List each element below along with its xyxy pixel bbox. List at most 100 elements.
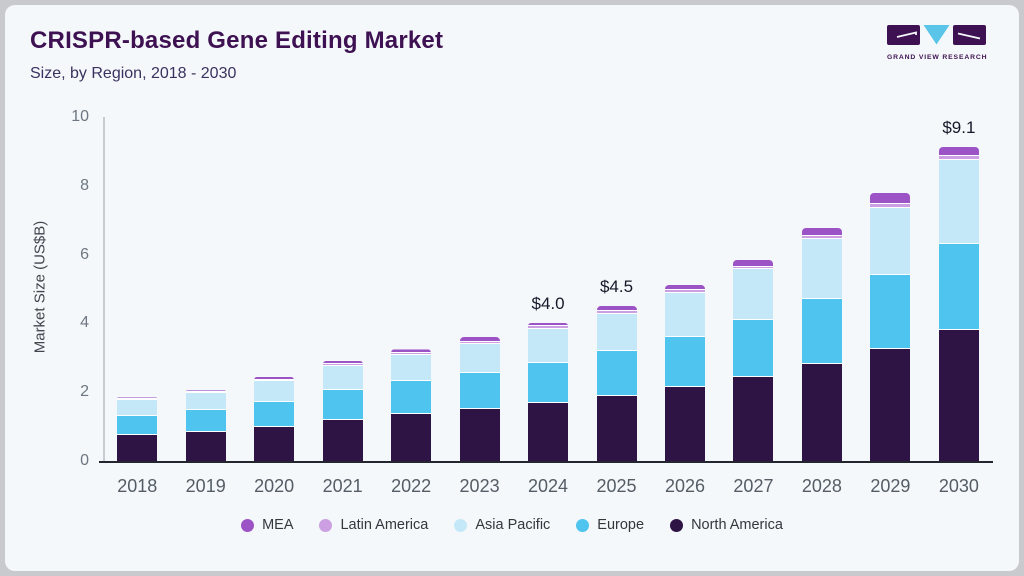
bar-segment-north-america [801, 363, 842, 461]
bar-segment-latin-america [938, 155, 979, 161]
bar-segment-latin-america [459, 341, 500, 344]
gvr-logo: GRAND VIEW RESEARCH [887, 25, 987, 61]
x-axis-label-2026: 2026 [664, 476, 705, 496]
bar-2023 [459, 336, 500, 461]
bar-segment-asia-pacific [254, 381, 295, 402]
bar-value-label-2025: $4.5 [599, 277, 634, 297]
bar-segment-asia-pacific [938, 160, 979, 245]
bar-2018 [117, 397, 158, 461]
legend-label-asia-pacific: Asia Pacific [475, 517, 551, 533]
bar-segment-asia-pacific [459, 343, 500, 373]
x-axis-label-2023: 2023 [459, 476, 500, 496]
x-axis-label-2028: 2028 [801, 476, 842, 496]
bar-segment-europe [596, 350, 637, 396]
bar-segment-north-america [596, 395, 637, 461]
bar-segment-mea [733, 259, 774, 267]
bar-segment-asia-pacific [117, 399, 158, 416]
bar-segment-north-america [117, 434, 158, 461]
gvr-logo-mark [887, 25, 986, 45]
x-axis-label-2019: 2019 [185, 476, 226, 496]
bar-2021 [322, 360, 363, 461]
bar-segment-mea [254, 377, 295, 380]
bar-segment-north-america [870, 349, 911, 461]
bar-segment-north-america [322, 419, 363, 461]
bar-segment-europe [938, 244, 979, 331]
bar-segment-europe [528, 362, 569, 403]
bar-segment-latin-america [254, 379, 295, 382]
bar-segment-mea [801, 228, 842, 237]
legend-dot-mea [241, 518, 255, 532]
bar-segment-mea [117, 397, 158, 399]
bar-segment-north-america [938, 330, 979, 461]
report-card: CRISPR-based Gene Editing Market Size, b… [5, 5, 1019, 571]
bar-2024 [528, 323, 569, 461]
x-axis-labels: 2018 2019 2020 2021 2022 2023 2024 2025 2026 2027… [103, 476, 993, 497]
x-axis-label-2022: 2022 [391, 476, 432, 496]
page-title: CRISPR-based Gene Editing Market [30, 27, 444, 54]
bar-segment-europe [117, 415, 158, 435]
x-axis-label-2029: 2029 [870, 476, 911, 496]
legend-dot-latin-america [319, 518, 333, 532]
legend-dot-europe [576, 518, 590, 532]
bar-segment-north-america [185, 431, 226, 461]
bar-column-2028 [788, 117, 856, 461]
bar-segment-latin-america [733, 266, 774, 270]
bar-segment-asia-pacific [185, 392, 226, 411]
bar-value-label-2024: $4.0 [531, 294, 565, 314]
bar-2028 [801, 228, 842, 461]
bar-column-2025: $4.5 [582, 117, 650, 461]
bar-segment-mea [870, 193, 911, 204]
bar-segment-mea [938, 146, 979, 156]
chart-header: CRISPR-based Gene Editing Market Size, b… [30, 27, 443, 83]
legend-dot-asia-pacific [454, 518, 468, 532]
bar-segment-europe [459, 372, 500, 409]
legend-label-europe: Europe [597, 517, 645, 533]
bar-column-2030: $9.1 [925, 117, 993, 461]
bar-segment-latin-america [528, 326, 569, 329]
bar-segment-europe [185, 410, 226, 432]
bar-segment-mea [596, 306, 637, 312]
legend-item-latin-america: Latin America [319, 517, 428, 533]
page-subtitle: Size, by Region, 2018 - 2030 [30, 65, 237, 82]
bar-segment-latin-america [596, 311, 637, 314]
y-tick-label: 10 [71, 108, 89, 125]
legend-item-north-america: North America [670, 517, 783, 533]
bar-segment-mea [664, 284, 705, 291]
bar-segment-north-america [254, 426, 295, 461]
bar-column-2026 [651, 117, 719, 461]
x-axis-label-2025: 2025 [596, 476, 637, 496]
bar-segment-asia-pacific [870, 208, 911, 276]
bar-segment-asia-pacific [664, 293, 705, 338]
y-tick-label: 8 [80, 176, 89, 194]
bar-segment-europe [391, 381, 432, 414]
bar-segment-europe [664, 337, 705, 387]
bar-segment-north-america [733, 376, 774, 461]
bar-segment-asia-pacific [528, 328, 569, 363]
bar-2022 [391, 349, 432, 461]
bar-segment-asia-pacific [733, 269, 774, 320]
bar-segment-mea [528, 323, 569, 327]
bar-segment-north-america [391, 413, 432, 461]
bar-segment-mea [459, 336, 500, 342]
bars-row: $4.0 $4.5 $9.1 [103, 117, 993, 461]
legend-label-mea: MEA [262, 517, 294, 533]
bar-segment-europe [733, 319, 774, 377]
bar-column-2020 [240, 117, 308, 461]
bar-segment-europe [801, 298, 842, 364]
bar-segment-asia-pacific [801, 239, 842, 299]
bar-segment-asia-pacific [391, 355, 432, 382]
bar-segment-latin-america [870, 203, 911, 209]
bar-segment-asia-pacific [596, 313, 637, 351]
bar-column-2019 [171, 117, 239, 461]
bar-segment-latin-america [185, 391, 226, 393]
x-axis-label-2018: 2018 [117, 476, 158, 496]
y-tick-label: 2 [80, 383, 89, 401]
bar-segment-latin-america [664, 290, 705, 294]
x-axis-label-2021: 2021 [322, 476, 363, 496]
x-axis-line [99, 461, 993, 463]
legend-label-latin-america: Latin America [340, 517, 429, 533]
x-axis-label-2027: 2027 [733, 476, 774, 496]
bar-segment-europe [870, 275, 911, 350]
bar-2025 [596, 306, 637, 461]
bar-segment-asia-pacific [322, 365, 363, 390]
